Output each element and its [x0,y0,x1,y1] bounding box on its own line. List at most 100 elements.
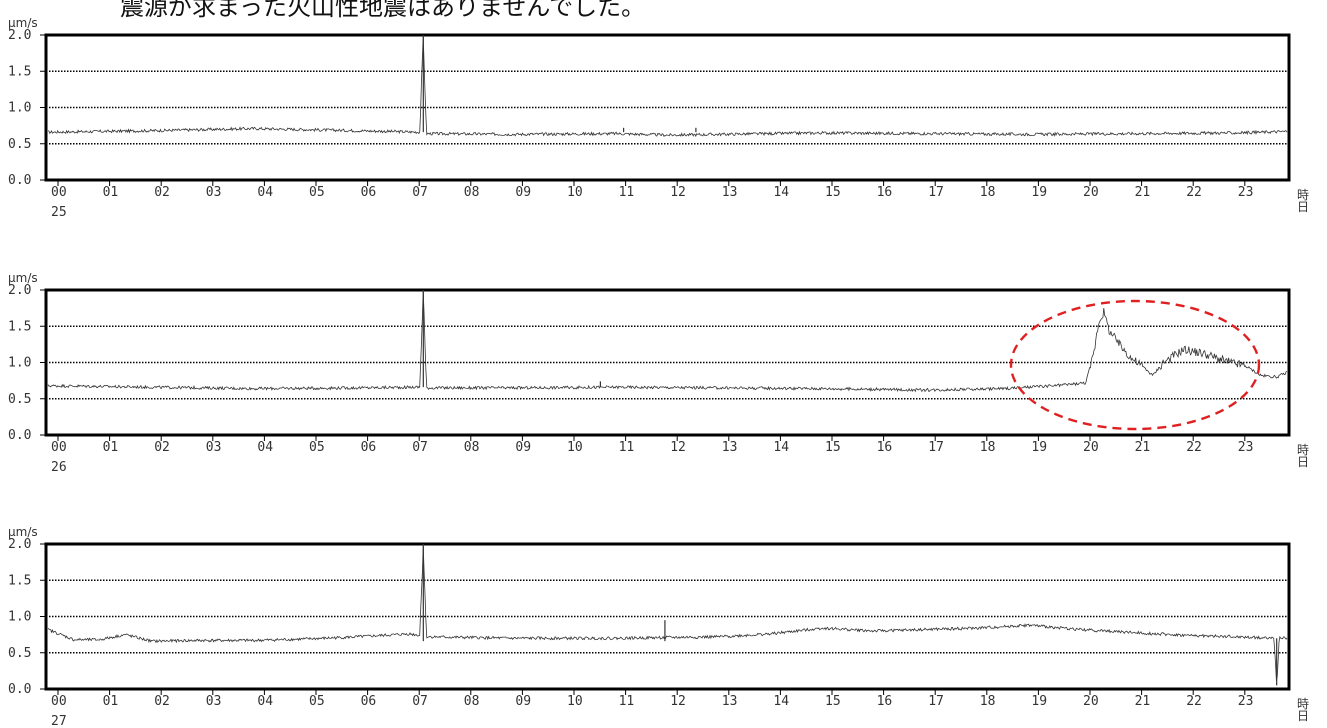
date-label: 27 [51,714,67,728]
x-tick-label: 20 [1083,440,1099,455]
x-tick-label: 06 [361,440,377,455]
x-tick-label: 00 [51,694,67,709]
x-tick-label: 18 [980,440,996,455]
highlight-ellipse [1009,299,1261,431]
x-tick-label: 03 [206,694,222,709]
x-tick-label: 12 [670,185,686,200]
x-tick-label: 17 [928,440,944,455]
x-tick-label: 13 [722,694,738,709]
x-axis-unit-hour: 時 [1297,697,1309,711]
chart-panel-26: μm/s 0.0 0.5 1.0 1.5 2.0 00 01 02 03 04 05 06 07 08 09 1… [8,271,1309,475]
x-tick-label: 13 [722,185,738,200]
x-tick-label: 00 [51,440,67,455]
x-tick-label: 08 [464,694,480,709]
plot-frame [44,33,1291,182]
x-tick-label: 15 [825,694,841,709]
plot-frame [44,288,1291,437]
x-tick-label: 18 [980,185,996,200]
x-tick-label: 02 [154,694,170,709]
x-tick-label: 05 [309,440,325,455]
y-tick-label: 0.0 [8,428,31,443]
header-text: 震源が求まった火山性地震はありませんでした。 [120,0,646,21]
x-axis-unit-day: 日 [1297,200,1309,214]
x-tick-label: 07 [412,694,428,709]
x-tick-label: 21 [1135,185,1151,200]
x-tick-label: 22 [1186,440,1202,455]
x-tick-label: 08 [464,440,480,455]
x-tick-label: 04 [257,185,273,200]
x-tick-label: 03 [206,185,222,200]
x-tick-label: 04 [257,440,273,455]
y-tick-label: 1.5 [8,573,31,588]
amplitude-trace [47,291,1288,393]
x-tick-label: 20 [1083,694,1099,709]
x-tick-label: 15 [825,440,841,455]
x-tick-label: 16 [877,440,893,455]
x-tick-label: 17 [928,694,944,709]
x-tick-label: 14 [773,694,789,709]
x-tick-label: 19 [1031,185,1047,200]
x-tick-label: 19 [1031,694,1047,709]
x-tick-label: 07 [412,440,428,455]
plot-frame [44,542,1291,691]
x-tick-label: 20 [1083,185,1099,200]
x-tick-label: 21 [1135,440,1151,455]
amplitude-trace [47,36,1288,138]
x-tick-label: 15 [825,185,841,200]
x-tick-label: 12 [670,440,686,455]
y-tick-label: 2.0 [8,28,31,43]
x-tick-label: 09 [515,185,531,200]
x-tick-label: 17 [928,185,944,200]
chart-panel-27: μm/s 0.0 0.5 1.0 1.5 2.0 00 01 02 03 04 05 06 07 08 09 1… [8,525,1309,728]
x-tick-label: 09 [515,440,531,455]
x-tick-label: 08 [464,185,480,200]
x-tick-label: 16 [877,694,893,709]
y-tick-label: 0.0 [8,682,31,697]
y-tick-label: 2.0 [8,537,31,552]
x-tick-label: 06 [361,694,377,709]
date-label: 26 [51,460,67,475]
x-tick-label: 14 [773,440,789,455]
x-tick-label: 01 [103,185,119,200]
x-axis-unit-day: 日 [1297,709,1309,723]
x-tick-label: 03 [206,440,222,455]
y-unit-label: μm/s [8,271,38,285]
x-tick-label: 11 [619,185,635,200]
y-tick-label: 1.0 [8,610,31,625]
x-tick-label: 13 [722,440,738,455]
x-axis-unit-hour: 時 [1297,443,1309,457]
x-tick-label: 23 [1238,440,1254,455]
y-tick-label: 0.5 [8,137,31,152]
x-tick-label: 22 [1186,185,1202,200]
x-tick-label: 10 [567,694,583,709]
x-tick-label: 07 [412,185,428,200]
x-tick-label: 12 [670,694,686,709]
x-tick-label: 21 [1135,694,1151,709]
x-tick-label: 05 [309,694,325,709]
date-label: 25 [51,205,67,220]
y-tick-label: 1.5 [8,64,31,79]
x-tick-label: 05 [309,185,325,200]
x-tick-label: 23 [1238,185,1254,200]
x-tick-label: 11 [619,694,635,709]
x-tick-label: 23 [1238,694,1254,709]
x-tick-label: 14 [773,185,789,200]
x-tick-label: 19 [1031,440,1047,455]
x-tick-label: 10 [567,185,583,200]
chart-panel-25: μm/s 0.0 0.5 1.0 1.5 2.0 00 01 02 03 04 05 06 07 08 09 1… [8,16,1309,220]
y-tick-label: 1.0 [8,356,31,371]
y-tick-label: 0.5 [8,646,31,661]
y-unit-label: μm/s [8,16,38,30]
y-unit-label: μm/s [8,525,38,539]
x-tick-label: 01 [103,694,119,709]
x-tick-label: 09 [515,694,531,709]
x-tick-label: 00 [51,185,67,200]
x-axis-unit-hour: 時 [1297,188,1309,202]
y-tick-label: 0.0 [8,173,31,188]
x-tick-label: 02 [154,440,170,455]
x-tick-label: 06 [361,185,377,200]
y-tick-label: 2.0 [8,283,31,298]
x-tick-label: 16 [877,185,893,200]
amplitude-trace [47,546,1288,682]
